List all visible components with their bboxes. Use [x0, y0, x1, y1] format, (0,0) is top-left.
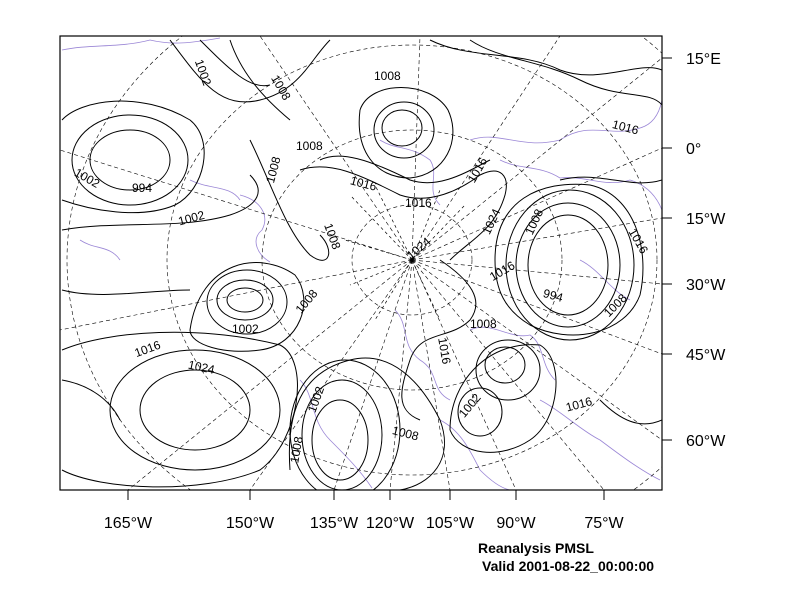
contour-label: 1016	[405, 196, 432, 210]
contour-label: 1008	[287, 435, 305, 464]
contour-label: 1008	[391, 423, 421, 444]
bottom-axis-label: 90°W	[496, 515, 536, 532]
right-axis-label: 15°E	[686, 51, 721, 68]
contour-label: 994	[542, 286, 565, 305]
contour-label: 1002	[177, 208, 207, 229]
right-axis	[662, 57, 672, 441]
contour-label: 1016	[626, 226, 652, 256]
contour-label: 1002	[305, 384, 327, 414]
contour-label: 1016	[465, 155, 491, 185]
contour-label: 1002	[232, 322, 259, 336]
contour-label: 1002	[72, 165, 102, 191]
contour-label: 1024	[187, 358, 216, 377]
bottom-axis-label: 105°W	[426, 515, 475, 532]
bottom-axis-label: 165°W	[104, 515, 153, 532]
right-axis-label: 60°W	[686, 433, 726, 450]
contour-label: 1016	[133, 338, 163, 360]
contour-label: 1024	[479, 206, 503, 236]
bottom-axis-label: 75°W	[584, 515, 624, 532]
caption-title: Reanalysis PMSL	[478, 540, 594, 556]
right-axis-label: 15°W	[686, 211, 726, 228]
polar-dashes	[344, 184, 466, 321]
contour-label: 1008	[374, 69, 401, 83]
contour-label: 1024	[404, 234, 434, 262]
contour-label: 1008	[293, 286, 321, 316]
contour-label: 1008	[470, 317, 497, 331]
contour-label: 1008	[296, 139, 323, 153]
right-axis-labels: 15°E 0° 15°W 30°W 45°W 60°W	[686, 51, 726, 450]
bottom-axis-label: 150°W	[226, 515, 275, 532]
right-axis-label: 30°W	[686, 277, 726, 294]
bottom-axis-labels: 165°W 150°W 135°W 120°W 105°W 90°W 75°W	[104, 515, 625, 532]
graticule	[60, 36, 662, 490]
contour-label: 1016	[564, 394, 594, 415]
contour-label: 1016	[487, 258, 517, 284]
contour-label: 1016	[435, 337, 453, 366]
contour-label: 1016	[349, 173, 379, 194]
contour-label: 994	[132, 181, 152, 195]
plot-border	[59, 35, 663, 491]
contour-label: 1016	[611, 117, 641, 138]
contour-label: 1008	[263, 155, 284, 185]
contour-label: 1008	[321, 221, 343, 251]
contour-label: 1002	[456, 391, 484, 421]
bottom-axis-label: 120°W	[366, 515, 415, 532]
isobars	[61, 39, 662, 490]
caption-valid-time: Valid 2001-08-22_00:00:00	[482, 558, 655, 574]
right-axis-label: 45°W	[686, 347, 726, 364]
contour-label-group: 1002 1008 1008 1016 1008 1016 1016 1002 …	[72, 58, 651, 465]
contour-label: 1008	[601, 291, 630, 320]
bottom-axis-label: 135°W	[310, 515, 359, 532]
bottom-axis	[127, 490, 605, 500]
right-axis-label: 0°	[686, 141, 701, 158]
coastlines	[61, 37, 662, 490]
contour-label: 1008	[268, 73, 294, 103]
